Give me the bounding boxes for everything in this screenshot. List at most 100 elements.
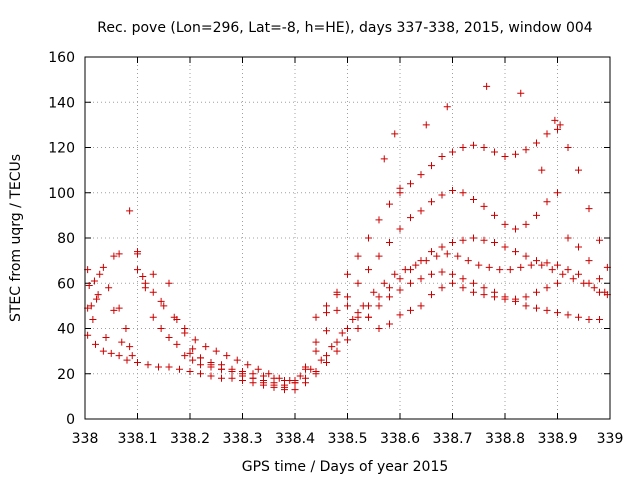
data-point [375,293,383,301]
y-tick-label: 140 [48,95,75,111]
data-point [496,266,504,274]
data-point [323,327,330,335]
data-point [538,261,546,269]
data-point [102,334,110,342]
data-point [438,284,446,292]
x-tick-label: 338.1 [117,431,157,447]
data-point [517,89,525,97]
x-tick-label: 338.6 [380,431,420,447]
data-point [464,257,472,265]
data-point [501,153,509,161]
data-point [233,356,241,364]
data-point [480,284,488,292]
data-point [323,358,330,366]
data-point [87,302,95,310]
data-point [155,363,162,371]
data-point [522,252,530,260]
data-point [249,370,257,378]
data-point [543,284,551,292]
data-point [218,374,225,382]
data-point [312,367,320,375]
y-tick-label: 120 [48,141,75,157]
data-point [375,216,383,224]
data-point [459,284,467,292]
data-point [470,288,477,296]
data-point [386,200,393,208]
data-point [501,295,509,303]
grid [85,57,610,419]
x-tick-label: 338.7 [432,431,472,447]
data-point [517,263,525,271]
data-point [365,313,372,321]
data-point [512,150,519,158]
chart-title: Rec. pove (Lon=296, Lat=-8, h=HE), days … [97,20,593,36]
data-point [470,234,477,242]
data-point [407,306,414,314]
data-point [312,338,320,346]
data-point [110,252,118,260]
data-point [459,144,467,151]
data-point [459,189,467,197]
data-point [422,121,430,129]
data-point [223,352,231,360]
data-point [422,257,430,265]
data-point [449,279,456,287]
data-point [380,279,388,287]
y-tick-label: 20 [57,367,75,383]
data-point [522,220,530,228]
data-point [126,343,134,351]
data-point [170,313,178,321]
data-point [365,266,372,274]
data-point [307,365,315,373]
data-point [575,313,582,321]
x-tick-label: 338.9 [537,431,577,447]
data-point [333,306,341,314]
data-point [126,207,134,215]
data-point [580,279,588,287]
data-point [186,349,194,357]
data-point [438,153,446,161]
y-axis: 0 20 40 60 80 100 120 140 160 [48,50,610,428]
data-point [354,309,362,317]
data-point [165,334,173,342]
data-point [122,325,130,332]
data-point [344,325,351,332]
data-point [239,367,246,375]
data-point [548,266,556,274]
data-point [89,315,97,323]
data-point [165,363,173,371]
data-point [538,166,546,174]
data-point [99,263,107,271]
data-point [328,343,336,351]
y-tick-label: 100 [48,186,75,202]
plot-frame [84,56,611,420]
data-point [501,243,509,251]
data-point [459,275,467,283]
x-tick-label: 338.4 [275,431,315,447]
data-point [449,239,456,247]
y-tick-label: 160 [48,50,75,66]
data-point [218,361,225,369]
data-point [128,352,136,360]
data-point [575,166,582,174]
data-point [491,148,498,156]
data-point [449,186,456,194]
data-point [554,279,561,287]
data-point [554,261,561,269]
data-point [475,261,483,269]
data-point [470,279,477,287]
data-point [181,325,189,332]
data-point [197,361,204,369]
data-point [202,343,210,351]
data-point [575,243,582,251]
data-point [354,325,362,332]
data-point [123,356,131,364]
data-point [181,352,189,360]
data-point [157,325,165,332]
data-point [134,358,141,366]
data-point [118,338,126,346]
data-point [564,144,572,151]
data-point [396,225,404,233]
data-point [149,270,157,278]
data-point [428,291,435,299]
